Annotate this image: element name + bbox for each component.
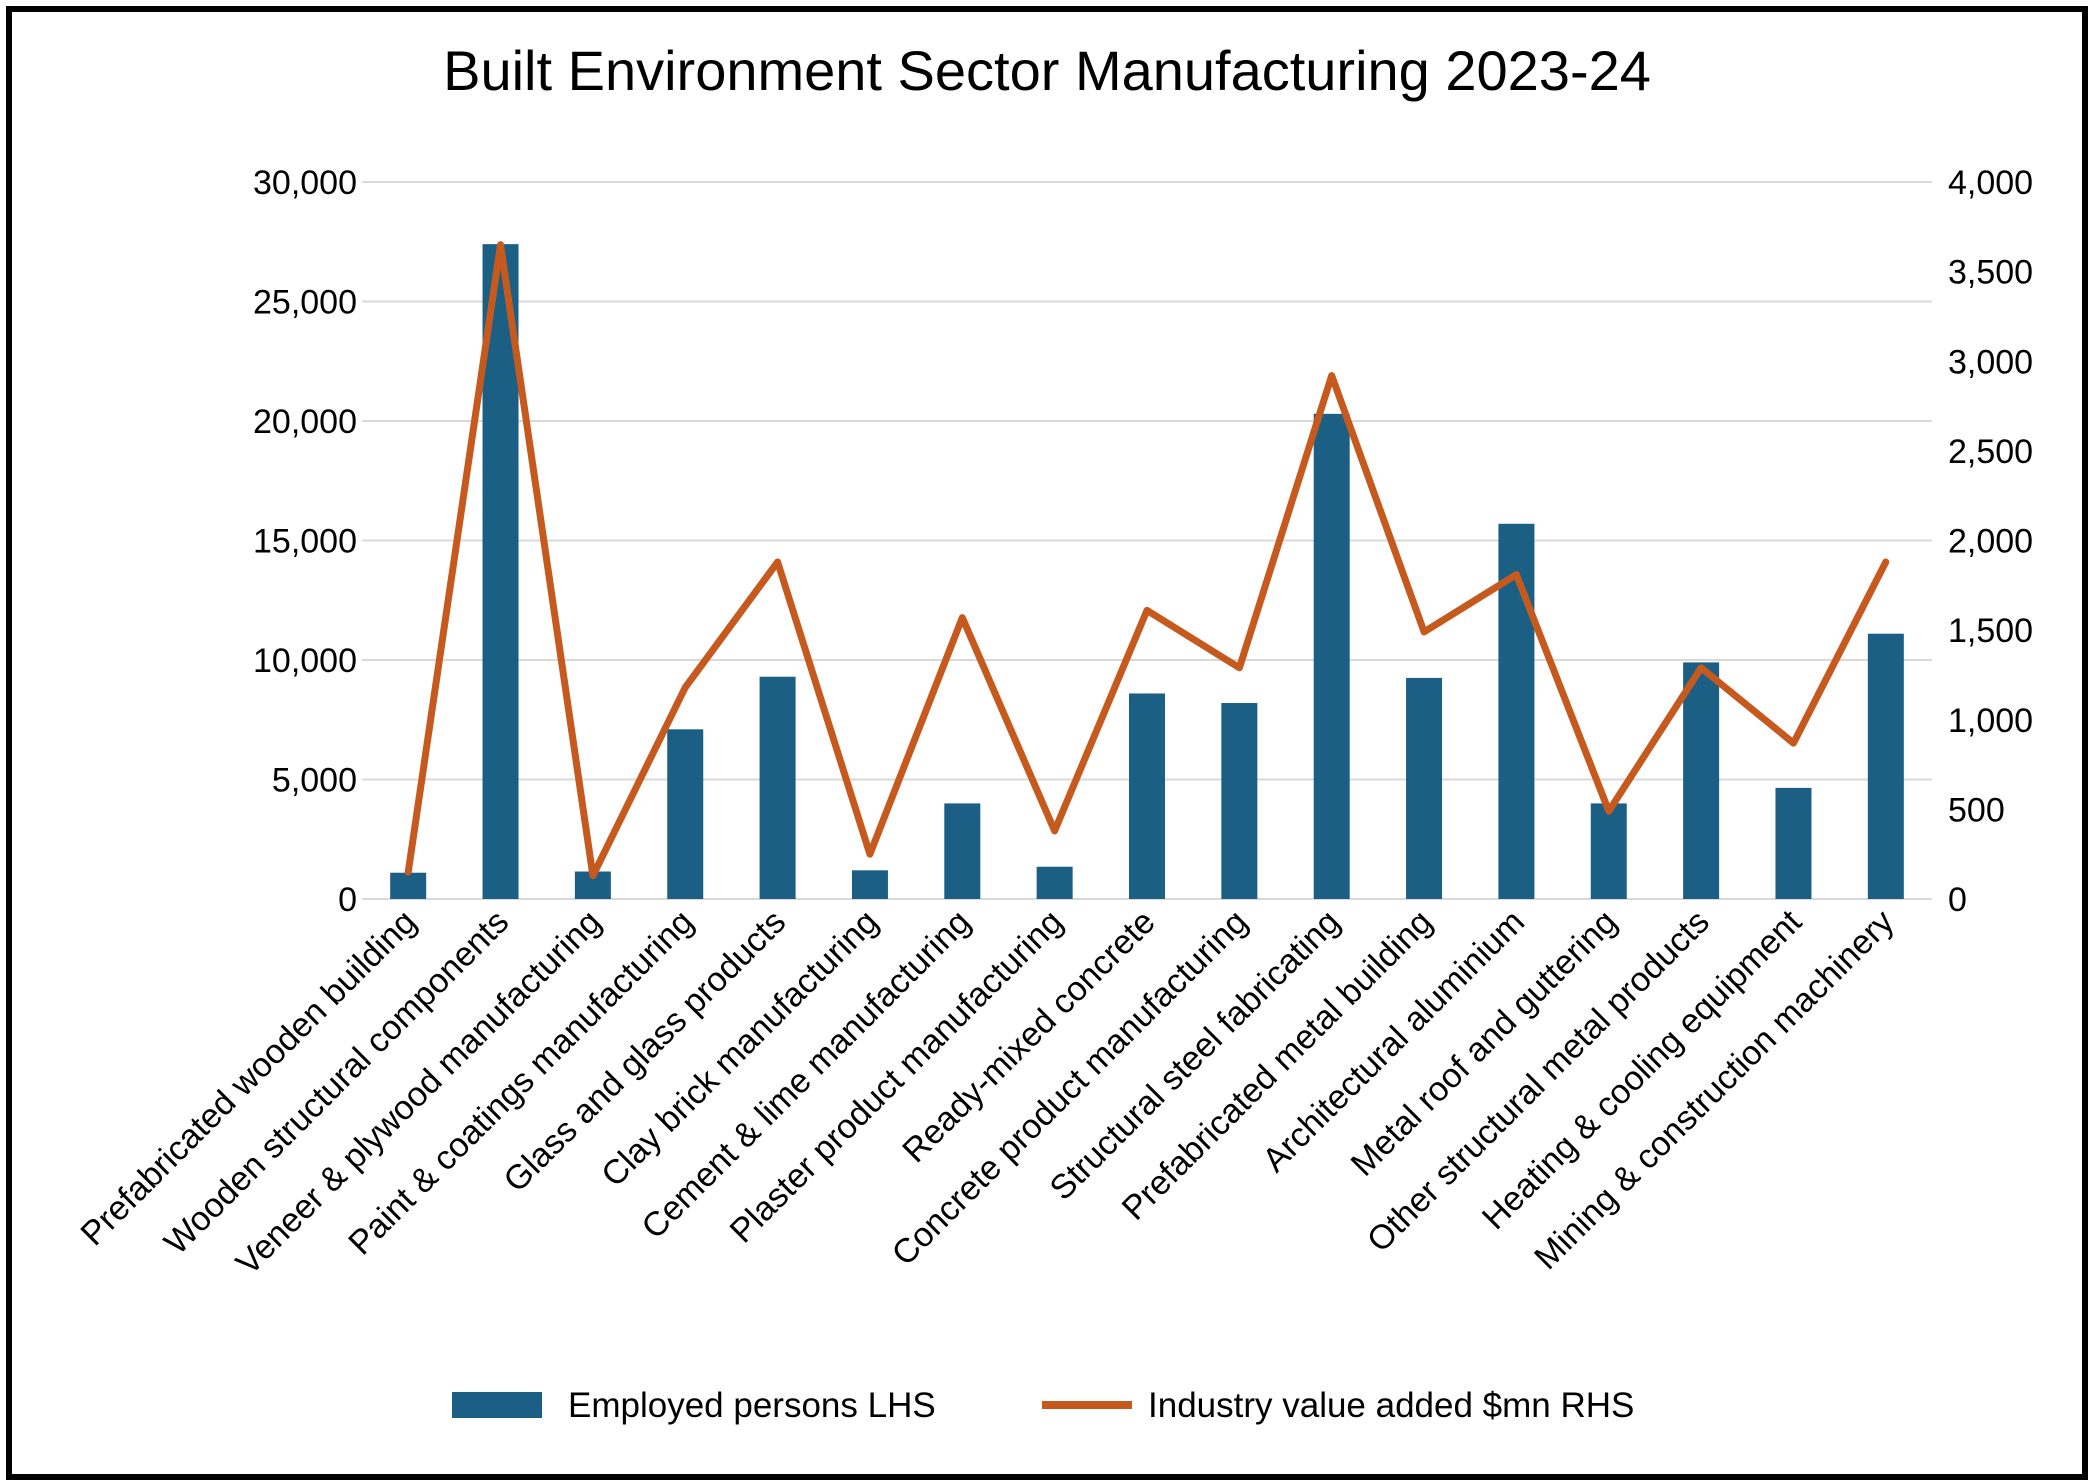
right-tick-label: 0 <box>1948 881 1967 919</box>
bar-employed <box>1683 662 1720 899</box>
point-value-added <box>1238 666 1241 669</box>
point-value-added <box>1884 561 1887 564</box>
point-value-added <box>591 874 594 877</box>
legend: Employed persons LHS Industry value adde… <box>452 1386 1634 1425</box>
bar-employed <box>482 244 519 899</box>
bar-employed <box>1775 787 1812 899</box>
point-value-added <box>1330 374 1333 377</box>
point-value-added <box>407 871 410 874</box>
point-value-added <box>961 616 964 619</box>
category-label: Prefabricated wooden building <box>74 903 424 1253</box>
left-tick-label: 5,000 <box>272 762 357 800</box>
legend-label-value-added: Industry value added $mn RHS <box>1148 1386 1634 1425</box>
left-axis-ticks: 0 5,000 10,000 15,000 20,000 25,000 30,000 <box>253 164 357 919</box>
chart-title: Built Environment Sector Manufacturing 2… <box>443 39 1651 102</box>
bar-employed <box>1590 803 1627 899</box>
point-value-added <box>868 853 871 856</box>
bar-series-employed <box>390 244 1904 899</box>
chart-frame: Built Environment Sector Manufacturing 2… <box>6 6 2088 1480</box>
bar-employed <box>851 870 888 899</box>
left-tick-label: 20,000 <box>253 403 357 441</box>
left-tick-label: 25,000 <box>253 284 357 322</box>
right-tick-label: 4,000 <box>1948 164 2033 202</box>
right-tick-label: 1,000 <box>1948 702 2033 740</box>
point-value-added <box>1700 666 1703 669</box>
legend-label-employed: Employed persons LHS <box>568 1386 936 1425</box>
bar-employed <box>944 803 981 899</box>
bar-employed <box>1406 677 1443 899</box>
right-tick-label: 1,500 <box>1948 612 2033 650</box>
point-value-added <box>1146 609 1148 612</box>
bar-employed <box>1867 633 1904 899</box>
right-tick-label: 2,500 <box>1948 433 2033 471</box>
left-tick-label: 10,000 <box>253 642 357 680</box>
category-label: Wooden structural components <box>157 903 516 1262</box>
right-tick-label: 2,000 <box>1948 523 2033 561</box>
point-value-added <box>1053 829 1056 832</box>
legend-swatch-employed <box>452 1392 542 1418</box>
line-series-value-added <box>404 241 1890 880</box>
point-value-added <box>684 686 687 689</box>
right-tick-label: 3,500 <box>1948 254 2033 292</box>
right-tick-label: 3,000 <box>1948 343 2033 381</box>
bar-employed <box>1036 866 1073 899</box>
chart-svg: Built Environment Sector Manufacturing 2… <box>74 39 2034 1425</box>
category-label: Veneer & plywood manufacturing <box>229 903 609 1283</box>
gridlines <box>362 181 1932 900</box>
point-value-added <box>1607 810 1610 813</box>
right-tick-label: 500 <box>1948 791 2005 829</box>
point-value-added <box>499 243 502 246</box>
point-value-added <box>1792 742 1795 745</box>
left-tick-label: 30,000 <box>253 164 357 202</box>
bar-employed <box>1498 523 1535 899</box>
bar-employed <box>667 729 704 899</box>
point-value-added <box>1515 573 1518 576</box>
bar-employed <box>1313 413 1350 899</box>
category-label: Other structural metal products <box>1360 903 1717 1260</box>
bar-employed <box>1221 703 1258 899</box>
bar-employed <box>390 872 427 899</box>
left-tick-label: 0 <box>338 881 357 919</box>
left-tick-label: 15,000 <box>253 523 357 561</box>
right-axis-ticks: 0 500 1,000 1,500 2,000 2,500 3,000 3,500 4,000 <box>1948 164 2033 919</box>
category-label: Plaster product manufacturing <box>723 903 1071 1251</box>
bar-employed <box>1129 693 1165 899</box>
point-value-added <box>776 561 779 564</box>
point-value-added <box>1423 630 1426 633</box>
bar-employed <box>759 676 796 899</box>
